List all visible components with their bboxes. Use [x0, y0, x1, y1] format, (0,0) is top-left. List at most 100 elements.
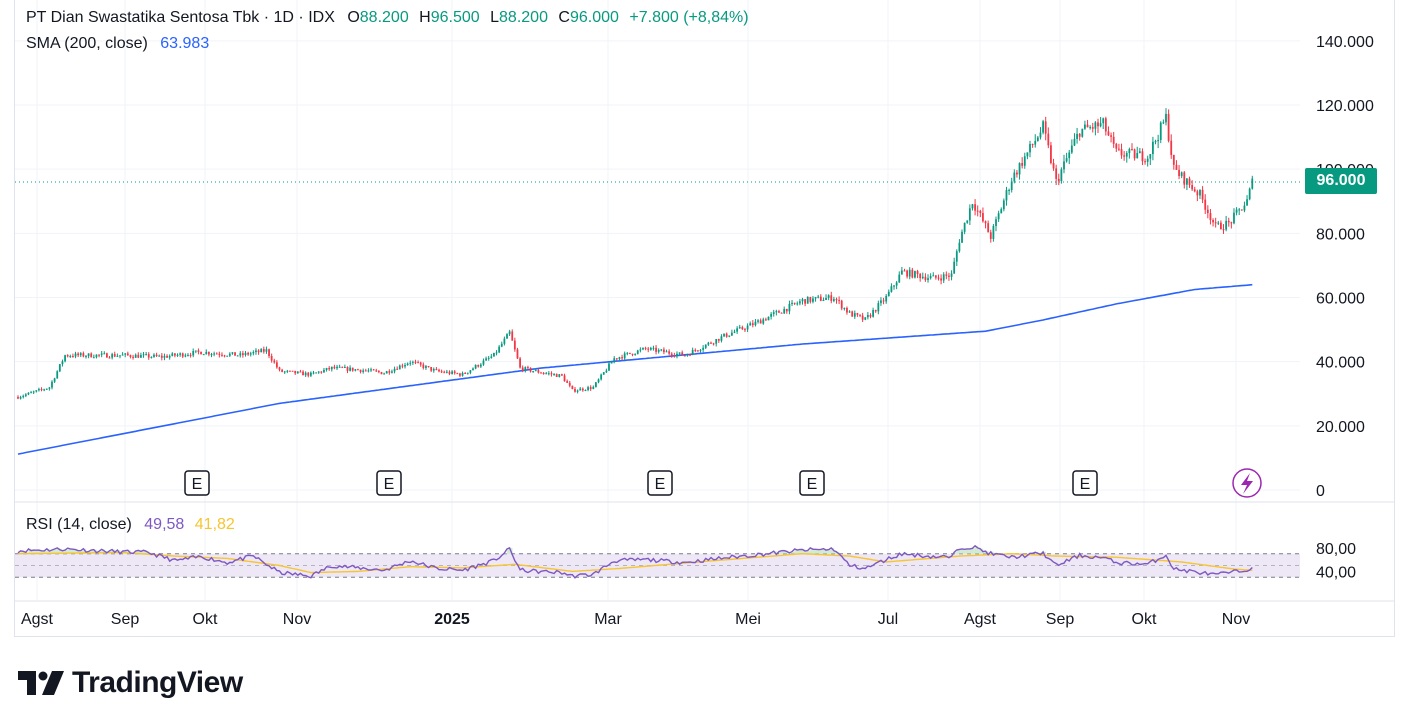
candle-body — [1162, 122, 1165, 124]
candle-body — [814, 297, 817, 299]
candle-body — [655, 347, 657, 352]
candle-body — [493, 352, 495, 357]
candle-body — [1065, 158, 1068, 162]
candle-body — [140, 355, 142, 358]
candle-body — [241, 353, 244, 356]
rsi-legend[interactable]: RSI (14, close) 49,58 41,82 — [26, 516, 235, 534]
candle-body — [683, 355, 686, 357]
candle-body — [547, 373, 550, 375]
candle-body — [270, 355, 273, 361]
candle-body — [1157, 139, 1160, 142]
candle-body — [595, 382, 597, 387]
candle-body — [153, 354, 155, 357]
candle-body — [610, 362, 613, 364]
candle-body — [490, 356, 493, 358]
candle-body — [798, 301, 801, 304]
rsi-overbought-fill — [67, 548, 71, 554]
price-axis-label: 60.000 — [1316, 291, 1365, 308]
candle-body — [90, 353, 93, 358]
rsi-overbought-fill — [33, 550, 37, 554]
rsi-overbought-fill — [812, 549, 816, 554]
candle-body — [234, 352, 236, 356]
earnings-marker-label: E — [384, 476, 395, 493]
candle-body — [778, 311, 780, 313]
candle-body — [294, 370, 297, 374]
candle-body — [77, 353, 80, 356]
candle-body — [563, 375, 566, 382]
candle-body — [780, 312, 783, 314]
candle-body — [1036, 137, 1039, 141]
rsi-overbought-fill — [828, 549, 832, 554]
sma-label: SMA (200, close) — [26, 35, 148, 52]
rsi-overbought-fill — [781, 550, 785, 554]
rsi-overbought-fill — [80, 550, 84, 554]
candle-body — [744, 329, 746, 331]
candle-body — [689, 354, 691, 356]
candle-body — [145, 354, 148, 356]
candle-body — [898, 274, 901, 283]
candle-body — [343, 366, 346, 368]
candle-body — [1047, 133, 1050, 146]
rsi-axis-label: 80,00 — [1316, 541, 1356, 558]
candle-body — [668, 351, 671, 354]
candle-body — [495, 352, 498, 354]
rsi-ma-line — [18, 551, 1253, 574]
candle-body — [1206, 209, 1209, 214]
candle-body — [1220, 222, 1222, 230]
candle-body — [1026, 152, 1029, 157]
candle-body — [574, 388, 576, 392]
candle-body — [1034, 140, 1037, 145]
candle-body — [262, 349, 265, 352]
sma-legend[interactable]: SMA (200, close) 63.983 — [26, 35, 209, 53]
candle-body — [108, 357, 111, 359]
candle-body — [466, 372, 469, 374]
candle-body — [359, 369, 362, 372]
candle-body — [1008, 189, 1010, 191]
candle-body — [1209, 213, 1212, 221]
candle-body — [1073, 138, 1076, 146]
rsi-axis-label: 40,00 — [1316, 564, 1356, 581]
candle-body — [1246, 199, 1248, 206]
rsi-overbought-fill — [977, 547, 981, 554]
candle-body — [1118, 148, 1120, 150]
candle-body — [194, 350, 197, 352]
grid-lines — [15, 0, 1395, 602]
candle-body — [775, 311, 778, 313]
candle-body — [712, 343, 715, 345]
rsi-overbought-fill — [28, 548, 32, 554]
candle-body — [1178, 169, 1180, 177]
candle-body — [1099, 123, 1102, 127]
candle-body — [605, 370, 608, 373]
price-axis-label: 140.000 — [1316, 34, 1374, 51]
candle-body — [665, 351, 668, 353]
candle-body — [257, 350, 260, 353]
candle-body — [69, 356, 72, 358]
candle-body — [404, 365, 406, 367]
axes-labels: 140.000120.000100.00080.00060.00040.0002… — [15, 34, 1374, 628]
time-axis-label: Mei — [735, 611, 761, 628]
candle-body — [749, 323, 752, 326]
sma-value: 63.983 — [160, 35, 210, 52]
tradingview-logo[interactable]: TradingView — [18, 666, 243, 700]
candle-body — [856, 313, 859, 315]
candle-body — [372, 369, 375, 371]
earnings-marker — [1072, 470, 1098, 496]
candle-body — [809, 296, 812, 302]
rsi-overbought-fill — [70, 548, 74, 554]
candle-body — [702, 347, 705, 350]
candle-body — [503, 338, 506, 344]
candle-body — [472, 368, 474, 371]
candle-body — [51, 381, 53, 388]
candle-body — [982, 212, 984, 222]
chart-frame — [14, 0, 1395, 637]
candle-body — [111, 354, 114, 358]
candle-body — [942, 274, 945, 281]
candle-body — [456, 373, 459, 375]
candle-body — [95, 354, 98, 358]
candle-body — [160, 355, 163, 358]
candle-body — [608, 363, 610, 371]
candle-body — [187, 354, 189, 356]
candle-body — [221, 354, 223, 356]
rsi-overbought-fill — [982, 551, 986, 554]
